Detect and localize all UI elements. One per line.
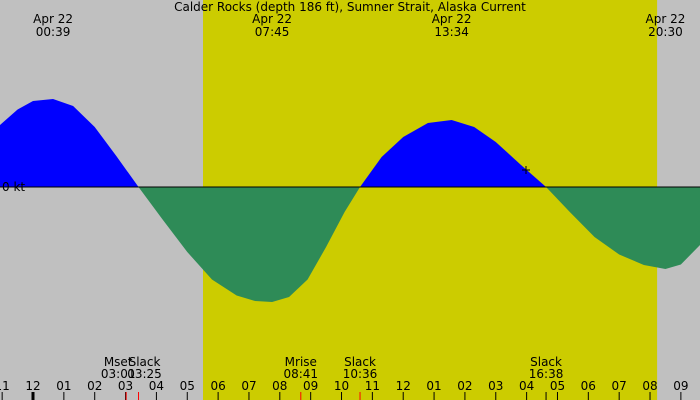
peak-date: Apr 22 bbox=[33, 12, 73, 26]
x-tick-label: 05 bbox=[180, 379, 195, 393]
x-tick-label: 03 bbox=[488, 379, 503, 393]
x-tick-label: 12 bbox=[396, 379, 411, 393]
peak-date: Apr 22 bbox=[646, 12, 686, 26]
now-marker bbox=[522, 166, 530, 174]
event-time: 16:38 bbox=[529, 367, 564, 381]
x-tick-label: 03 bbox=[118, 379, 133, 393]
x-tick-label: 06 bbox=[210, 379, 225, 393]
x-tick-label: 09 bbox=[673, 379, 688, 393]
x-tick-label: 04 bbox=[519, 379, 534, 393]
flood-area bbox=[0, 99, 700, 187]
peak-time: 00:39 bbox=[36, 25, 71, 39]
x-tick-label: 11 bbox=[0, 379, 10, 393]
x-tick-label: 08 bbox=[272, 379, 287, 393]
peak-time: 13:34 bbox=[434, 25, 469, 39]
x-tick-label: 11 bbox=[365, 379, 380, 393]
x-tick-label: 12 bbox=[25, 379, 40, 393]
x-tick-label: 05 bbox=[550, 379, 565, 393]
x-tick-label: 09 bbox=[303, 379, 318, 393]
event-name: Slack bbox=[530, 355, 562, 369]
event-time: 10:36 bbox=[343, 367, 378, 381]
event-name: Mset bbox=[104, 355, 133, 369]
x-tick-label: 01 bbox=[426, 379, 441, 393]
x-tick-label: 06 bbox=[581, 379, 596, 393]
event-time: 03:01 bbox=[101, 367, 136, 381]
x-tick-label: 07 bbox=[241, 379, 256, 393]
x-tick-label: 08 bbox=[642, 379, 657, 393]
peak-date: Apr 22 bbox=[432, 12, 472, 26]
peak-date: Apr 22 bbox=[252, 12, 292, 26]
event-name: Slack bbox=[129, 355, 161, 369]
x-tick-label: 02 bbox=[457, 379, 472, 393]
event-name: Slack bbox=[344, 355, 376, 369]
peak-time: 20:30 bbox=[648, 25, 683, 39]
event-name: Mrise bbox=[285, 355, 317, 369]
peak-time: 07:45 bbox=[255, 25, 290, 39]
x-tick-label: 01 bbox=[56, 379, 71, 393]
event-time: 08:41 bbox=[283, 367, 318, 381]
x-tick-label: 04 bbox=[149, 379, 164, 393]
chart-title: Calder Rocks (depth 186 ft), Sumner Stra… bbox=[174, 0, 526, 14]
x-tick-label: 02 bbox=[87, 379, 102, 393]
x-tick-label: 07 bbox=[612, 379, 627, 393]
x-tick-label: 10 bbox=[334, 379, 349, 393]
ebb-area bbox=[0, 187, 700, 302]
event-time: 03:25 bbox=[127, 367, 162, 381]
y-tick-label: 0 kt bbox=[2, 180, 25, 194]
